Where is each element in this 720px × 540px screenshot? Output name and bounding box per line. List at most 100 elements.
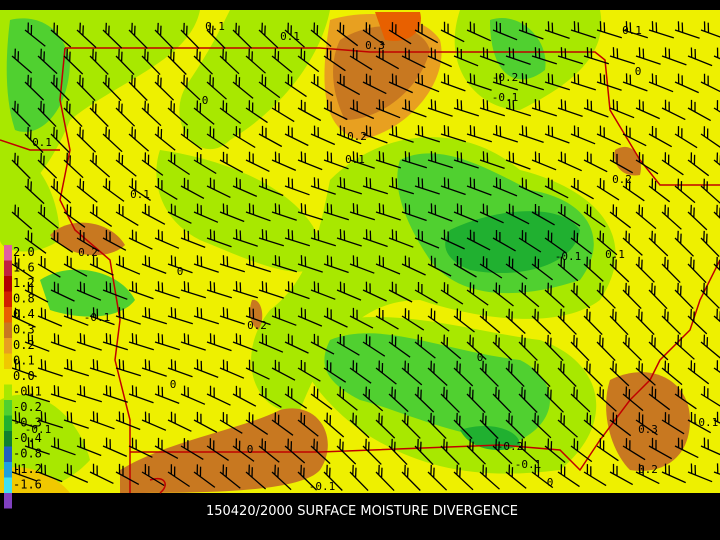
contour-label: 0	[635, 65, 642, 78]
contour-label: -0.2	[497, 440, 524, 453]
field-brown	[614, 146, 641, 176]
wind-barb	[375, 203, 401, 221]
wind-barb	[713, 100, 720, 113]
wind-barb	[479, 464, 500, 490]
wind-barb	[544, 282, 565, 308]
wind-barb	[141, 307, 167, 325]
wind-barb	[570, 73, 596, 91]
wind-barb	[37, 359, 63, 377]
wind-barb	[128, 437, 153, 458]
wind-barb	[193, 152, 217, 175]
wind-barb	[427, 47, 452, 68]
wind-barb	[349, 151, 375, 169]
wind-barb	[271, 464, 292, 491]
wind-barb	[141, 464, 165, 487]
wind-barb	[570, 21, 596, 39]
wind-barb	[648, 126, 673, 148]
wind-barb	[11, 307, 36, 328]
wind-barb	[609, 47, 635, 65]
wind-barb	[544, 125, 570, 144]
wind-barb	[349, 48, 373, 71]
wind-barb	[661, 152, 684, 176]
legend-label: -2.0	[13, 493, 42, 507]
wind-barb	[141, 255, 167, 275]
legend-label: 0.1	[13, 354, 35, 368]
wind-barb	[310, 386, 333, 410]
wind-barb	[206, 229, 232, 248]
wind-barb	[414, 334, 436, 359]
wind-barb	[141, 152, 164, 176]
wind-barb	[570, 438, 593, 463]
wind-barb	[258, 386, 282, 408]
wind-barb	[115, 307, 141, 325]
wind-barb	[388, 334, 411, 358]
wind-barb	[622, 178, 645, 202]
wind-barb	[232, 74, 254, 99]
wind-barb	[427, 464, 448, 491]
wind-barb	[323, 464, 343, 491]
wind-barb	[76, 333, 102, 351]
wind-barb	[219, 464, 241, 489]
wind-barb	[245, 48, 266, 74]
contour-label: 0	[477, 351, 484, 364]
wind-barb	[492, 21, 518, 41]
wind-barb	[661, 463, 686, 484]
wind-barb	[583, 151, 608, 173]
wind-barb	[76, 178, 98, 203]
wind-barb	[128, 178, 151, 201]
wind-barb	[505, 412, 525, 439]
wind-barb	[50, 74, 70, 101]
wind-barb	[518, 125, 544, 144]
wind-barb	[440, 229, 465, 250]
wind-barb	[648, 178, 671, 203]
wind-barb	[219, 412, 243, 434]
wind-barb	[479, 360, 499, 387]
wind-barb	[167, 411, 192, 432]
wind-barb	[635, 99, 660, 120]
wind-barb	[24, 385, 50, 403]
legend-label: 0.8	[13, 292, 35, 306]
wind-barb	[531, 204, 555, 226]
wind-barb	[258, 74, 281, 99]
wind-barb	[661, 204, 682, 230]
wind-barb	[375, 47, 400, 70]
wind-barb	[531, 99, 557, 117]
wind-barb	[479, 203, 504, 224]
wind-barb	[284, 229, 310, 247]
wind-barb	[466, 177, 492, 196]
wind-barb	[427, 308, 450, 332]
wind-barb	[531, 412, 552, 439]
wind-barb	[687, 47, 713, 67]
wind-barb	[648, 386, 671, 411]
wind-barb	[518, 21, 544, 40]
wind-barb	[193, 48, 213, 75]
wind-barb	[505, 47, 531, 66]
contour-label: 0	[177, 265, 184, 278]
wind-barb	[50, 333, 76, 352]
wind-barb	[128, 229, 153, 250]
wind-barb	[63, 411, 89, 429]
wind-barb	[687, 204, 708, 231]
wind-barb	[622, 21, 648, 39]
wind-barb	[388, 125, 414, 143]
contour-labels: 0.1 0.1 0.3 0.1 0 -0.2 -0.1 0 0.1 0.2 0.1 0.2 0.1 0.2…	[25, 20, 719, 493]
wind-barb	[531, 308, 552, 335]
wind-barb	[258, 229, 284, 247]
wind-barb	[622, 438, 646, 461]
wind-barb	[401, 151, 427, 169]
wind-barb	[505, 99, 531, 117]
field-brown	[250, 299, 263, 330]
field-orange	[375, 12, 421, 41]
wind-barb	[115, 411, 141, 431]
wind-barb	[635, 204, 657, 230]
wind-barb	[284, 333, 309, 354]
wind-barb	[323, 151, 349, 170]
wind-barb	[349, 360, 372, 384]
wind-barb	[180, 385, 206, 405]
wind-barb	[24, 281, 49, 303]
wind-barb	[76, 22, 97, 49]
wind-barb	[401, 203, 427, 222]
wind-barb	[297, 412, 319, 437]
wind-barb	[362, 177, 388, 195]
